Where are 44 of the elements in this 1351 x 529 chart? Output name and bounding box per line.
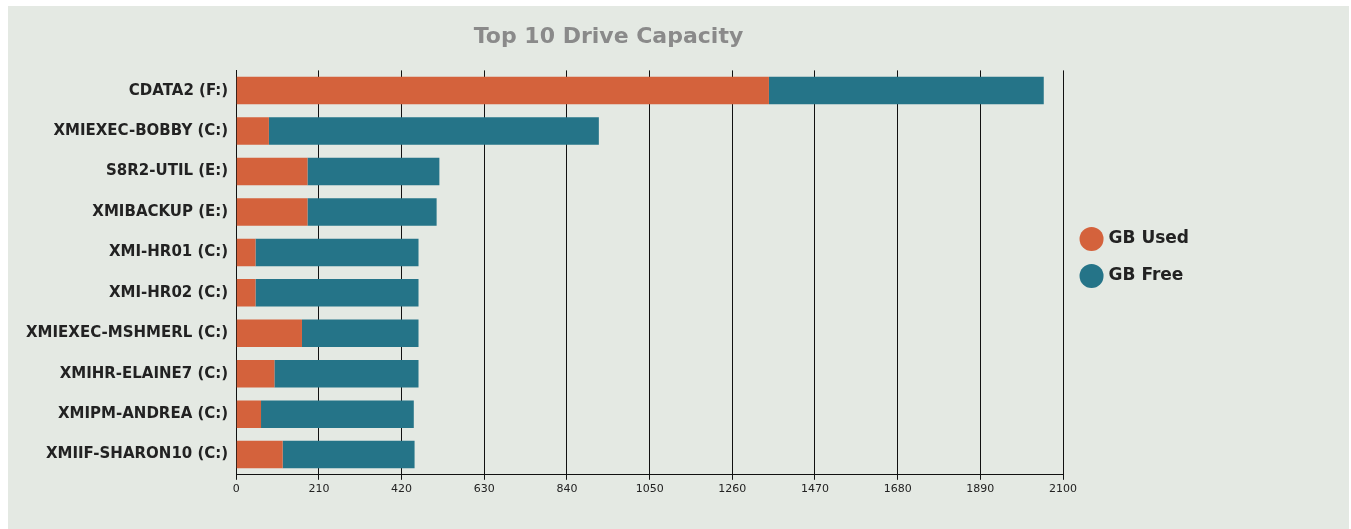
y-tick-label: S8R2-UTIL (E:) — [106, 161, 229, 180]
x-tick-label: 1470 — [801, 482, 829, 496]
bar — [255, 238, 419, 267]
bar — [255, 279, 419, 307]
bar — [236, 76, 769, 105]
bar — [236, 440, 283, 469]
y-tick-label: XMIBACKUP (E:) — [92, 201, 229, 220]
bar — [301, 319, 419, 348]
x-tick-label: 420 — [391, 482, 413, 496]
x-tick-label: 630 — [473, 482, 495, 496]
bar — [261, 400, 414, 428]
bar — [282, 440, 415, 469]
x-tick-label: 210 — [308, 482, 330, 496]
legend-label: GB Free — [1108, 264, 1184, 285]
bar — [236, 279, 256, 307]
bar — [236, 400, 262, 428]
x-tick-label: 2100 — [1049, 482, 1078, 496]
bar — [236, 319, 302, 348]
y-tick-label: XMIPM-ANDREA (C:) — [58, 404, 229, 423]
bar — [307, 157, 440, 186]
bar — [236, 117, 269, 145]
y-tick-label: XMIIF-SHARON10 (C:) — [45, 444, 229, 463]
chart-title: Top 10 Drive Capacity — [473, 22, 744, 48]
y-tick-label: XMIHR-ELAINE7 (C:) — [59, 363, 229, 382]
y-tick-label: XMIEXEC-MSHMERL (C:) — [26, 323, 229, 342]
legend-label: GB Used — [1108, 227, 1189, 248]
x-tick-label: 1680 — [883, 482, 912, 496]
x-tick-label: 0 — [232, 482, 240, 496]
bar — [307, 198, 437, 226]
x-tick-label: 840 — [556, 482, 578, 496]
x-tick-label: 1260 — [718, 482, 747, 496]
y-tick-label: XMIEXEC-BOBBY (C:) — [53, 120, 229, 139]
y-tick-label: XMI-HR01 (C:) — [109, 242, 229, 261]
bar — [268, 117, 599, 145]
x-tick-label: 1050 — [635, 482, 664, 496]
bar — [768, 76, 1044, 105]
bar — [236, 198, 308, 226]
y-tick-label: CDATA2 (F:) — [128, 80, 229, 99]
bar — [274, 359, 419, 388]
bar — [236, 359, 275, 388]
x-tick-label: 1890 — [966, 482, 995, 496]
y-tick-label: XMI-HR02 (C:) — [109, 282, 229, 301]
bar — [236, 238, 256, 267]
bar — [236, 157, 308, 186]
